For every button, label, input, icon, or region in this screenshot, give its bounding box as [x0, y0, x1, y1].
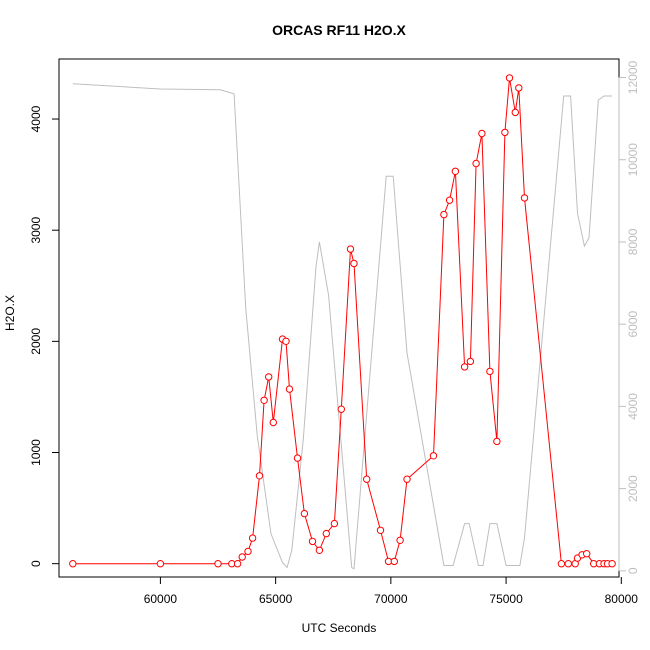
data-point: [282, 337, 290, 345]
data-point: [608, 560, 616, 568]
data-point: [308, 537, 317, 546]
data-point: [269, 418, 277, 427]
data-point: [460, 363, 469, 371]
x-tick-label: 70000: [374, 592, 408, 606]
x-tick-label: 80000: [605, 592, 639, 606]
y-tick-label: 4000: [29, 105, 43, 132]
x-tick-label: 65000: [259, 592, 293, 606]
y-tick-label: 1000: [29, 439, 43, 466]
y2-tick-label: 4000: [626, 393, 640, 420]
series-layer: [69, 74, 616, 570]
y2-tick-label: 6000: [626, 310, 640, 337]
x-axis-label: UTC Seconds: [302, 621, 377, 635]
secondary-series-line: [72, 83, 613, 570]
data-point: [69, 560, 77, 568]
y-tick-label: 3000: [29, 217, 43, 244]
data-point: [515, 84, 523, 92]
data-point: [390, 557, 398, 566]
plot-frame: [58, 58, 620, 578]
data-point: [265, 373, 273, 381]
data-point: [486, 367, 494, 376]
data-point: [293, 454, 302, 462]
data-point: [440, 210, 448, 219]
h2o-series-line: [72, 77, 613, 565]
data-point: [300, 509, 309, 518]
data-point: [260, 396, 268, 404]
x-tick-label: 75000: [489, 592, 523, 606]
data-point: [429, 452, 438, 460]
data-point: [233, 560, 242, 568]
data-point: [330, 519, 339, 528]
y-axis-label: H2O.X: [3, 295, 17, 331]
data-point: [322, 529, 330, 538]
y2-tick-label: 2000: [626, 475, 640, 502]
y2-tick-label: 8000: [626, 228, 640, 255]
data-point: [214, 560, 222, 568]
data-point: [472, 159, 480, 168]
y2-tick-label: 12000: [626, 60, 640, 94]
data-point: [363, 475, 371, 483]
x-tick-label: 60000: [144, 592, 178, 606]
data-point: [520, 194, 529, 202]
data-point: [493, 437, 501, 446]
data-point: [403, 475, 411, 483]
data-point: [244, 547, 252, 556]
data-point: [376, 526, 385, 534]
data-point: [285, 385, 294, 393]
axes: 60000 65000 70000 75000 80000010002000300040…: [29, 60, 640, 606]
y-tick-label: 0: [29, 560, 43, 567]
data-point: [505, 74, 514, 82]
data-point: [564, 560, 572, 568]
data-point: [557, 560, 566, 568]
data-point: [315, 546, 324, 554]
data-point: [501, 128, 509, 137]
data-point: [350, 259, 358, 268]
data-point: [248, 534, 257, 542]
data-point: [337, 405, 345, 413]
data-point: [511, 108, 519, 117]
data-point: [451, 167, 460, 176]
data-point: [445, 196, 454, 204]
data-point: [156, 560, 165, 568]
y2-tick-label: 10000: [626, 143, 640, 177]
data-point: [466, 357, 475, 366]
data-point: [396, 536, 404, 544]
y-tick-label: 2000: [29, 328, 43, 355]
chart-title: ORCAS RF11 H2O.X: [272, 22, 406, 38]
y2-tick-label: 0: [626, 567, 640, 574]
data-point: [583, 550, 591, 558]
data-point: [255, 472, 264, 480]
data-point: [238, 553, 246, 561]
data-point: [346, 245, 355, 253]
data-point: [478, 129, 486, 138]
